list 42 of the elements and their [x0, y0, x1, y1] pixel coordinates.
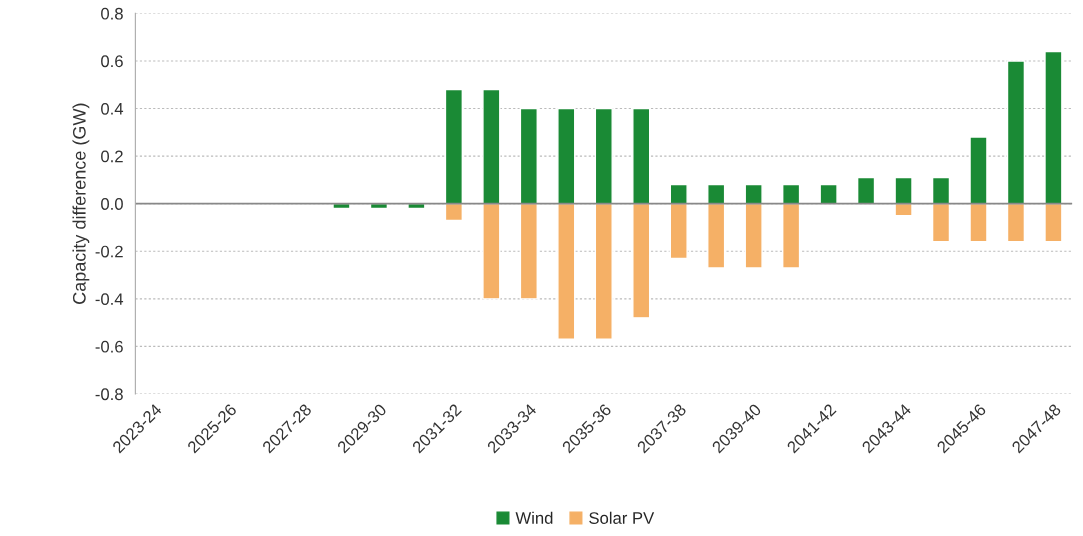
y-tick-label: -0.4 [95, 293, 124, 306]
bar [1006, 60, 1026, 205]
bar [557, 202, 576, 340]
bar [969, 202, 988, 243]
bar [744, 183, 763, 205]
bar [894, 176, 913, 205]
bar [557, 107, 576, 205]
bar [632, 202, 651, 319]
bar [782, 183, 801, 205]
bar [444, 88, 464, 205]
bar [519, 107, 538, 205]
bar [819, 183, 838, 205]
bar [482, 88, 501, 205]
bar [594, 107, 613, 205]
bar [482, 202, 501, 300]
bar [931, 202, 951, 243]
bar [744, 202, 763, 269]
bar [707, 202, 726, 269]
bar [969, 136, 988, 205]
y-tick-label: 0.0 [101, 198, 123, 210]
y-tick-label: 0.8 [101, 7, 123, 20]
bar [856, 176, 876, 205]
y-axis-title: Capacity difference (GW) [72, 103, 90, 304]
bar [782, 202, 801, 269]
y-tick-label: 0.2 [101, 150, 123, 163]
bar [931, 176, 951, 205]
bar [1044, 202, 1063, 243]
bar [1044, 50, 1063, 205]
y-tick-label: -0.2 [95, 245, 123, 258]
bar [669, 183, 688, 205]
y-tick-label: -0.8 [95, 388, 123, 401]
bar [632, 107, 651, 205]
legend-label: Wind [515, 511, 553, 524]
bar [1006, 202, 1026, 243]
y-tick-label: 0.4 [101, 102, 124, 115]
bar [594, 202, 613, 340]
bar [707, 183, 726, 205]
bar [669, 202, 688, 260]
legend-label: Solar PV [589, 511, 655, 524]
bar [519, 202, 538, 300]
y-tick-label: -0.6 [95, 340, 123, 353]
y-tick-label: 0.6 [101, 55, 123, 68]
